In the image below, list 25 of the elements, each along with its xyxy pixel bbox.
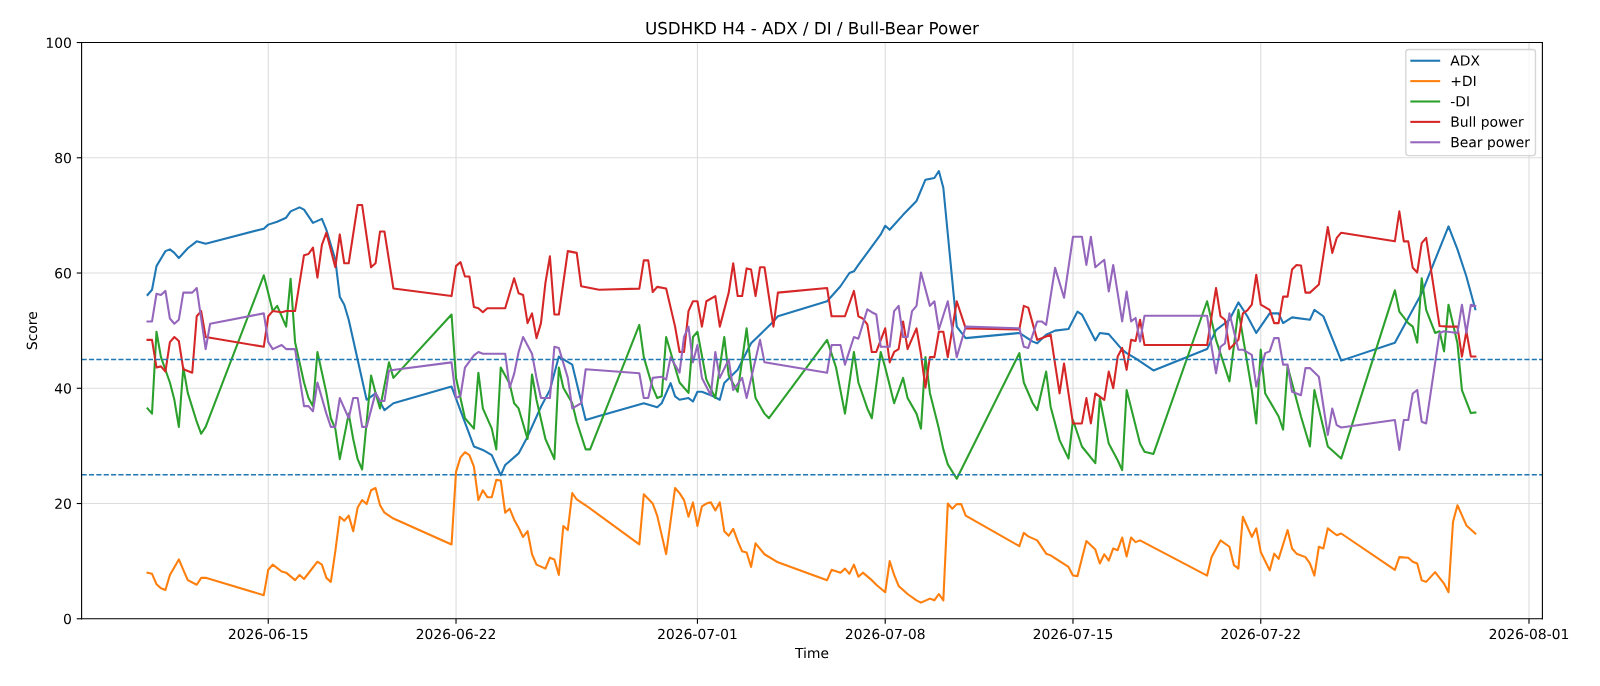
y-tick-label: 80 <box>55 152 71 164</box>
chart-title: USDHKD H4 - ADX / DI / Bull-Bear Power <box>646 21 979 36</box>
x-axis-title: Time <box>794 647 829 659</box>
y-tick-label: 100 <box>46 37 71 49</box>
y-axis-title: Score <box>26 311 38 350</box>
x-tick-label: 2026-07-22 <box>1221 628 1300 640</box>
x-tick-label: 2026-07-15 <box>1033 628 1113 640</box>
y-tick-label: 20 <box>55 498 71 509</box>
x-tick-label: 2026-07-01 <box>658 628 737 640</box>
legend-label: ADX <box>1450 55 1480 66</box>
x-tick-label: 2026-07-08 <box>845 628 925 640</box>
y-tick-label: 0 <box>63 613 71 625</box>
line-series <box>146 203 1477 425</box>
legend-label: Bear power <box>1451 137 1530 151</box>
line-series <box>146 451 1477 604</box>
legend-label: -DI <box>1450 96 1469 107</box>
legend-label: +DI <box>1451 75 1476 86</box>
x-tick-label: 2026-06-15 <box>228 628 308 640</box>
y-tick-label: 60 <box>55 268 71 279</box>
line-series <box>146 235 1477 451</box>
legend-label: Bull power <box>1451 116 1524 130</box>
line-series <box>146 274 1477 480</box>
y-tick-label: 40 <box>54 383 71 394</box>
x-tick-label: 2026-08-01 <box>1489 628 1569 640</box>
x-tick-label: 2026-06-22 <box>416 628 495 640</box>
